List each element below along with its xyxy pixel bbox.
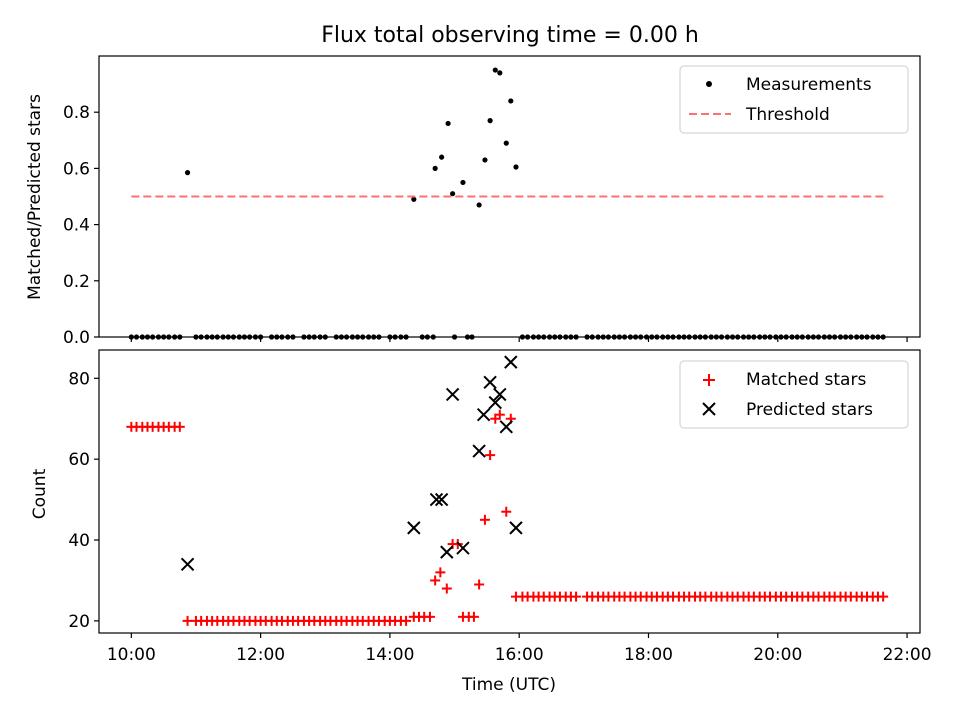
matched-star-marker [479,514,490,525]
x-axis-label: Time (UTC) [461,675,556,695]
x-tick-label: 22:00 [883,645,932,665]
measurement-point [503,140,509,146]
bottom-axes-ticks: 20 40 60 80 10:00 12:00 14:00 16:00 18:00 20:00 22… [68,369,931,665]
predicted-star-marker [476,407,491,422]
matched-star-marker [430,575,441,586]
measurement-point [450,191,456,197]
predicted-star-marker [499,420,513,434]
bottom-axes: 20 40 60 80 10:00 12:00 14:00 16:00 18:00 20:00 22… [30,349,932,695]
predicted-star-marker [472,444,486,458]
x-tick-label: 20:00 [753,645,802,665]
top-y-axis-label: Matched/Predicted stars [25,94,45,300]
predicted-star-marker [509,521,523,535]
predicted-star-marker [493,387,507,402]
matched-star-marker [174,421,185,432]
predicted-star-marker [483,375,497,390]
predicted-star-marker [488,395,502,410]
predicted-star-marker [456,541,470,555]
measurement-point [513,164,519,170]
measurement-point [492,67,498,73]
matched-star-marker [878,591,889,602]
measurement-point [460,179,466,186]
measurements-legend-marker [706,81,712,87]
matched-star-marker [435,567,446,578]
matched-star-marker [468,611,479,622]
top-legend-box [679,65,909,134]
matched-star-marker [401,615,412,626]
chart-title: Flux total observing time = 0.00 h [321,23,699,48]
legend-measurements: Measurements [746,75,872,95]
y-tick-label: 0.2 [63,272,90,292]
predicted-star-marker [504,355,518,369]
matched-star-marker [424,611,435,622]
top-axes: 0.00.20.40.60.8 Matched/Predicted stars … [25,55,921,348]
measurement-point [508,98,514,104]
x-tick-label: 16:00 [495,645,544,665]
x-tick-label: 14:00 [365,645,414,665]
x-tick-label: 12:00 [236,645,285,665]
matched-star-marker [494,409,505,420]
top-legend: Measurements Threshold [679,65,909,134]
measurement-point [476,202,482,208]
bottom-axes-frame [98,349,921,634]
predicted-star-marker [407,521,421,535]
measurement-point [432,165,438,171]
matched-stars-legend-marker [703,374,715,386]
matched-star-marker [182,615,193,626]
matched-star-marker [474,579,485,590]
measurement-point [184,170,191,176]
bottom-y-axis-label: Count [30,468,50,519]
top-axes-ticks: 0.0 0.2 0.4 0.6 0.8 [63,103,908,348]
y-tick-label: 0.6 [63,159,90,179]
predicted-star-marker [429,492,444,507]
y-tick-label: 0.4 [63,216,90,236]
bottom-legend-box [679,360,909,429]
predicted-star-marker [180,557,195,571]
y-tick-label: 0.0 [63,328,90,348]
top-axes-frame [98,55,921,338]
predicted-star-marker [445,387,460,402]
measurement-point [411,196,417,202]
y-tick-label: 40 [68,531,90,551]
y-tick-label: 0.8 [63,103,90,123]
y-tick-label: 60 [68,450,90,470]
measurement-point [482,157,488,163]
measurement-point [487,118,493,124]
x-tick-label: 18:00 [624,645,673,665]
y-tick-label: 20 [68,612,90,632]
legend-threshold: Threshold [745,105,830,125]
matched-star-marker [501,506,512,517]
predicted-star-marker [440,545,454,559]
predicted-star-marker [434,492,449,507]
y-tick-label: 80 [68,369,90,389]
predicted-stars-legend-marker [702,402,716,416]
legend-predicted-stars: Predicted stars [746,400,873,420]
x-tick-label: 10:00 [107,645,156,665]
legend-matched-stars: Matched stars [746,370,866,390]
matched-star-marker [485,450,496,461]
measurement-point [445,120,451,127]
measurement-point [497,70,503,76]
counts-plot-area [126,355,889,626]
bottom-legend: Matched stars Predicted stars [679,360,909,429]
matched-star-marker [441,583,452,594]
matched-star-marker [571,591,582,602]
measurement-point [439,154,445,160]
